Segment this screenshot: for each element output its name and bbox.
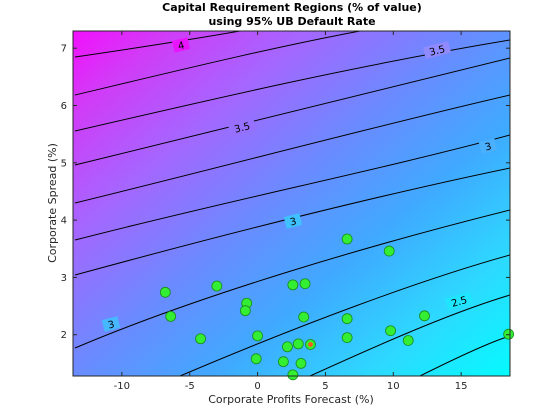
scatter-points <box>159 233 515 381</box>
y-tick-label: 4 <box>61 216 67 227</box>
scatter-point <box>250 353 262 365</box>
axes-frame <box>72 30 511 377</box>
scatter-point <box>419 310 430 322</box>
scatter-point <box>385 325 396 337</box>
contour-line <box>74 94 510 204</box>
axis-ticks: -10 -5 0 5 10 15 2 3 4 5 6 7 <box>61 31 510 392</box>
contour-label-3-5-mid: 3.5 <box>233 121 251 136</box>
x-tick-label: -5 <box>185 381 195 392</box>
x-tick-label: 10 <box>387 381 400 392</box>
scatter-point <box>287 369 299 381</box>
scatter-point <box>211 280 223 292</box>
contour-line <box>309 294 510 376</box>
chart-title-line-1: Capital Requirement Regions (% of value) <box>162 1 422 14</box>
scatter-point <box>341 313 353 325</box>
contour-line <box>419 335 510 376</box>
contour-line <box>74 31 241 58</box>
contour-line <box>74 31 361 96</box>
scatter-point <box>299 278 311 290</box>
scatter-point <box>402 335 414 346</box>
scatter-point <box>165 310 177 322</box>
contour-line <box>179 254 510 376</box>
contour-label-3-mid: 3 <box>289 216 298 228</box>
x-tick-label: -10 <box>114 381 130 392</box>
scatter-point <box>239 305 251 317</box>
x-tick-label: 5 <box>322 381 328 392</box>
contour-fill-background <box>73 31 510 376</box>
scatter-point <box>295 357 307 369</box>
scatter-point <box>159 286 171 298</box>
contour-line <box>74 167 510 276</box>
contour-label-2-5: 2.5 <box>450 295 468 310</box>
scatter-point <box>287 279 299 291</box>
x-axis-label: Corporate Profits Forecast (%) <box>208 393 373 406</box>
y-tick-label: 6 <box>61 101 67 112</box>
scatter-point <box>383 245 395 257</box>
contour-line <box>74 57 510 166</box>
scatter-point <box>503 328 515 340</box>
contour-line <box>74 209 510 349</box>
scatter-point <box>341 332 353 344</box>
y-axis-label: Corporate Spread (%) <box>46 143 59 263</box>
contour-lines <box>74 31 510 376</box>
scatter-point <box>292 338 304 350</box>
contour-label-4: 4 <box>177 40 186 52</box>
y-tick-label: 7 <box>61 44 67 55</box>
contour-label-3-right: 3 <box>484 141 493 153</box>
contour-line <box>74 134 510 241</box>
scatter-point <box>298 311 310 323</box>
y-tick-label: 5 <box>61 158 67 169</box>
scatter-point <box>341 233 353 245</box>
contour-label-3-left: 3 <box>107 319 116 331</box>
plot-area: 4 3.5 3.5 3 3 3 2.5 <box>72 30 515 381</box>
x-tick-label: 15 <box>455 381 468 392</box>
y-tick-label: 3 <box>61 273 67 284</box>
highlight-point-center <box>308 342 313 347</box>
scatter-point <box>252 330 263 342</box>
scatter-point <box>277 356 289 368</box>
y-tick-label: 2 <box>61 330 67 341</box>
contour-label-3-5-top: 3.5 <box>428 44 446 59</box>
chart-title-line-2: using 95% UB Default Rate <box>208 15 375 28</box>
scatter-point <box>282 341 293 353</box>
scatter-point <box>195 333 206 345</box>
x-tick-label: 0 <box>254 381 260 392</box>
contour-labels: 4 3.5 3.5 3 3 3 2.5 <box>101 37 498 332</box>
